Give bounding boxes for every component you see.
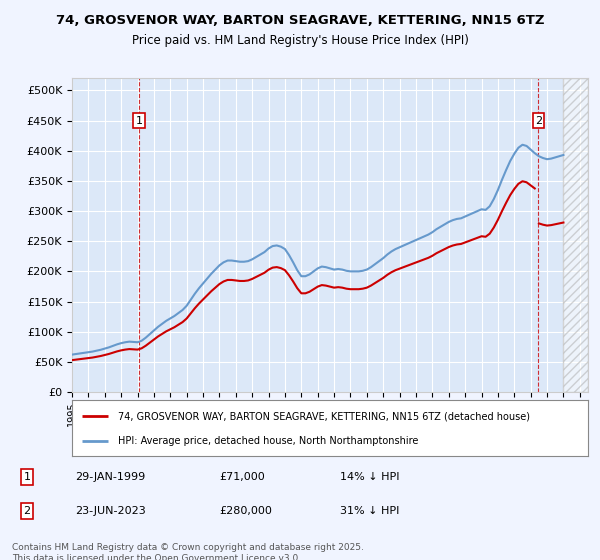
Text: 2: 2 xyxy=(23,506,31,516)
Text: 23-JUN-2023: 23-JUN-2023 xyxy=(76,506,146,516)
Text: 29-JAN-1999: 29-JAN-1999 xyxy=(76,472,146,482)
Text: 31% ↓ HPI: 31% ↓ HPI xyxy=(340,506,400,516)
Text: £71,000: £71,000 xyxy=(220,472,265,482)
Text: 74, GROSVENOR WAY, BARTON SEAGRAVE, KETTERING, NN15 6TZ (detached house): 74, GROSVENOR WAY, BARTON SEAGRAVE, KETT… xyxy=(118,411,530,421)
Text: 14% ↓ HPI: 14% ↓ HPI xyxy=(340,472,400,482)
Text: 1: 1 xyxy=(23,472,31,482)
Text: Price paid vs. HM Land Registry's House Price Index (HPI): Price paid vs. HM Land Registry's House … xyxy=(131,34,469,46)
Text: Contains HM Land Registry data © Crown copyright and database right 2025.
This d: Contains HM Land Registry data © Crown c… xyxy=(12,543,364,560)
Text: HPI: Average price, detached house, North Northamptonshire: HPI: Average price, detached house, Nort… xyxy=(118,436,419,446)
Text: 74, GROSVENOR WAY, BARTON SEAGRAVE, KETTERING, NN15 6TZ: 74, GROSVENOR WAY, BARTON SEAGRAVE, KETT… xyxy=(56,14,544,27)
Bar xyxy=(563,78,588,392)
Text: £280,000: £280,000 xyxy=(220,506,272,516)
Text: 2: 2 xyxy=(535,115,542,125)
Text: 1: 1 xyxy=(136,115,142,125)
